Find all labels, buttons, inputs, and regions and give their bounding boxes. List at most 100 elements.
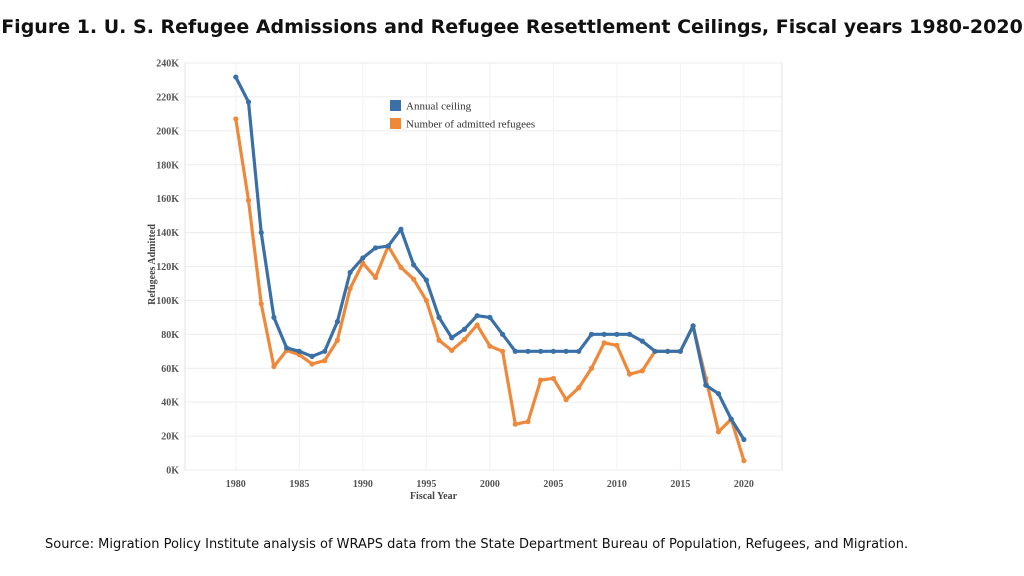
y-tick-label: 140K xyxy=(156,228,179,239)
data-point xyxy=(499,331,506,337)
data-point xyxy=(487,314,493,320)
data-point xyxy=(614,331,620,337)
data-point xyxy=(665,348,671,354)
data-point xyxy=(372,245,379,251)
data-point xyxy=(601,340,607,346)
data-point xyxy=(411,262,417,268)
data-point xyxy=(550,375,556,382)
data-point xyxy=(525,419,531,425)
data-point xyxy=(398,226,404,232)
data-point xyxy=(576,385,582,391)
data-point xyxy=(347,269,353,276)
data-point xyxy=(372,274,379,281)
data-point xyxy=(741,458,747,464)
data-point xyxy=(245,99,252,105)
data-point xyxy=(563,397,569,403)
data-point xyxy=(715,391,722,397)
data-point xyxy=(639,338,645,344)
data-point xyxy=(347,285,353,292)
data-point xyxy=(538,377,544,383)
y-tick-label: 200K xyxy=(156,126,179,137)
data-point xyxy=(258,301,264,307)
data-point xyxy=(334,337,341,343)
x-tick-label: 1985 xyxy=(289,479,309,490)
series xyxy=(233,74,747,464)
y-tick-label: 80K xyxy=(161,330,179,341)
data-point xyxy=(614,342,620,348)
data-point xyxy=(233,116,239,122)
data-point xyxy=(398,264,404,270)
data-point xyxy=(385,243,391,249)
x-tick-label: 1995 xyxy=(416,479,436,490)
data-point xyxy=(512,421,518,427)
y-tick-label: 120K xyxy=(156,262,179,273)
chart: 0K 20K 40K 60K 80K 100K 120K 140K 160K 180K 200K 22… xyxy=(147,59,783,503)
legend-label: Annual ceiling xyxy=(406,101,472,113)
data-point xyxy=(639,368,645,374)
data-point xyxy=(588,365,595,371)
data-point xyxy=(550,348,556,354)
x-axis-title: Fiscal Year xyxy=(410,491,458,502)
legend-label: Number of admitted refugees xyxy=(406,119,535,131)
data-point xyxy=(423,277,429,283)
data-point xyxy=(258,229,264,236)
source-note: Source: Migration Policy Institute analy… xyxy=(45,537,909,552)
data-point xyxy=(245,197,252,203)
data-point xyxy=(334,319,341,325)
axes: 0K 20K 40K 60K 80K 100K 120K 140K 160K 180K 200K 22… xyxy=(147,59,754,503)
data-point xyxy=(436,337,442,343)
data-point xyxy=(449,335,455,341)
x-tick-label: 2015 xyxy=(670,479,690,490)
x-tick-label: 1980 xyxy=(226,479,246,490)
x-tick-label: 2005 xyxy=(543,479,563,490)
data-point xyxy=(271,314,277,320)
data-point xyxy=(474,313,480,319)
data-point xyxy=(728,416,734,422)
y-tick-label: 180K xyxy=(156,160,179,171)
x-tick-label: 2000 xyxy=(480,479,500,490)
data-point xyxy=(690,323,696,329)
data-point xyxy=(499,348,506,354)
data-point xyxy=(601,331,607,337)
data-point xyxy=(652,348,658,354)
grid xyxy=(184,62,783,471)
data-point xyxy=(233,74,239,80)
y-tick-label: 40K xyxy=(161,398,179,409)
data-point xyxy=(461,336,468,343)
data-point xyxy=(525,348,531,354)
data-point xyxy=(677,348,683,354)
data-point xyxy=(487,343,493,349)
data-point xyxy=(284,345,290,351)
data-point xyxy=(538,348,544,354)
data-point xyxy=(296,348,302,354)
legend-swatch xyxy=(390,118,401,129)
y-tick-label: 0K xyxy=(166,466,179,477)
data-point xyxy=(436,314,442,320)
data-point xyxy=(309,361,315,367)
y-tick-label: 160K xyxy=(156,194,179,205)
data-point xyxy=(512,348,518,354)
data-point xyxy=(411,276,417,282)
data-point xyxy=(423,297,429,304)
data-point xyxy=(588,331,595,337)
y-axis-title: Refugees Admitted xyxy=(147,224,158,305)
y-tick-label: 100K xyxy=(156,296,179,307)
data-point xyxy=(703,382,709,388)
data-point xyxy=(474,322,480,328)
legend: Annual ceiling Number of admitted refugee… xyxy=(390,100,535,131)
x-tick-label: 2020 xyxy=(734,479,754,490)
data-point xyxy=(322,348,328,354)
legend-swatch xyxy=(390,100,401,111)
data-point xyxy=(271,363,277,370)
x-tick-label: 2010 xyxy=(607,479,627,490)
y-tick-label: 220K xyxy=(156,92,179,103)
data-point xyxy=(626,331,633,337)
data-point xyxy=(449,347,455,354)
y-tick-label: 60K xyxy=(161,364,179,375)
y-tick-label: 240K xyxy=(156,59,179,70)
data-point xyxy=(563,348,569,354)
chart-title: Figure 1. U. S. Refugee Admissions and R… xyxy=(1,16,1023,38)
data-point xyxy=(626,371,633,377)
data-point xyxy=(576,348,582,354)
data-point xyxy=(360,255,366,261)
